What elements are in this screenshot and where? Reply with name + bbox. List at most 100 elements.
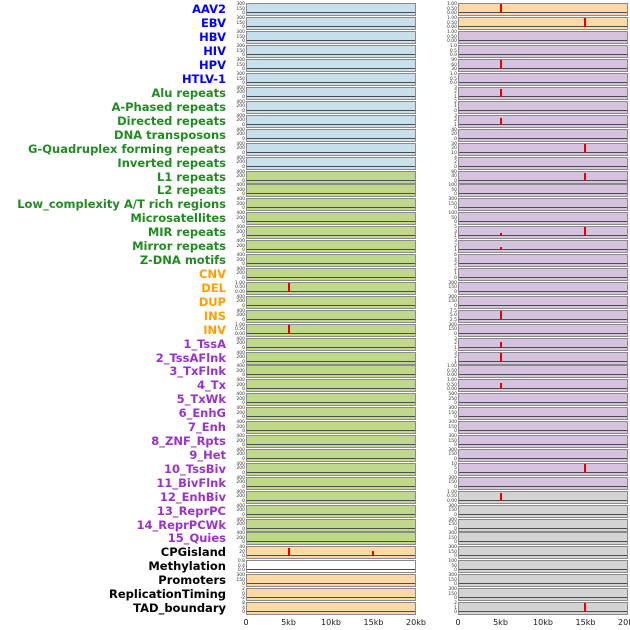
- plot-panel-right-6-enhg: [458, 407, 628, 421]
- y-tick-label: 400: [236, 211, 245, 217]
- row-label-cnv: CNV: [199, 266, 226, 281]
- plot-panel-right-tad-boundary: [458, 602, 628, 616]
- y-tick-label: 0: [242, 192, 245, 198]
- signal-baseline: [247, 388, 415, 390]
- y-tick-label: 400: [236, 113, 245, 119]
- signal-baseline: [459, 597, 627, 599]
- y-tick-label: 1: [454, 271, 457, 277]
- y-tick-label: 400: [236, 364, 245, 370]
- plot-panel-right-cpgisland: [458, 546, 628, 560]
- plot-panel-right-inverted-repeats: [458, 156, 628, 170]
- y-tick-label: 200: [236, 215, 245, 221]
- plot-panel-right-4-tx: [458, 379, 628, 393]
- row-label-dna-transposons: DNA transposons: [114, 127, 226, 142]
- signal-baseline: [459, 276, 627, 278]
- y-axis-ticks-right: 1.00 0.50 0.00: [444, 365, 458, 378]
- row-label-15-quies: 15_Quies: [167, 531, 226, 546]
- row-label-11-bivflnk: 11_BivFlnk: [156, 475, 226, 490]
- plot-panel-left-ins: [246, 309, 416, 323]
- signal-baseline: [247, 402, 415, 404]
- y-axis-ticks-right: 7.5 5.0 2.5: [444, 309, 458, 323]
- row-label-ins: INS: [203, 308, 226, 323]
- plot-panel-left-l1-repeats: [246, 170, 416, 184]
- y-tick-label: 2: [454, 99, 457, 105]
- plot-panel-right-9-het: [458, 448, 628, 462]
- panel-group-right-hiv: 1.0 0.5 0.0: [444, 44, 628, 59]
- y-tick-label: 5: [454, 225, 457, 231]
- panel-group-left-cpgisland: 40 20 0: [232, 546, 416, 560]
- y-tick-label: 200: [236, 522, 245, 528]
- y-axis-ticks-left: 400 200 0: [232, 212, 246, 225]
- y-tick-label: 50: [451, 215, 457, 221]
- y-tick-label: 0: [242, 150, 245, 156]
- panel-group-left-10-tssbiv: 400 200 0: [232, 461, 416, 476]
- y-tick-label: 0: [454, 206, 457, 212]
- row-label-cpgisland: CPGisland: [160, 545, 226, 560]
- x-tick-label: 10kb: [321, 617, 341, 627]
- feature-row-9-het: 9_Het 400 200 0 300 150 0: [2, 448, 630, 463]
- row-label-6-enhg: 6_EnhG: [178, 406, 226, 421]
- y-tick-label: 400: [236, 183, 245, 189]
- feature-row-microsatellites: Microsatellites 400 200 0 100 50 0: [2, 212, 630, 226]
- y-axis-ticks-left: 400 200 0: [232, 476, 246, 490]
- y-tick-label: 400: [236, 420, 245, 426]
- y-tick-label: 0.50: [446, 368, 457, 374]
- signal-baseline: [459, 12, 627, 14]
- y-tick-label: 400: [236, 378, 245, 384]
- row-label-mir-repeats: MIR repeats: [147, 225, 226, 240]
- row-label-14-reprpcwk: 14_ReprPCWk: [136, 517, 226, 532]
- y-axis-ticks-right: 300 150 0: [444, 504, 458, 518]
- y-tick-label: 400: [236, 141, 245, 147]
- panel-group-left-2-tssaflnk: 400 200 0: [232, 351, 416, 365]
- panel-group-right-9-het: 300 150 0: [444, 448, 628, 462]
- y-tick-label: 0.50: [446, 6, 457, 12]
- y-tick-label: 0: [242, 234, 245, 240]
- y-tick-label: 0: [242, 554, 245, 560]
- peak-spike: [500, 342, 502, 348]
- plot-panel-right-hpv: [458, 59, 628, 73]
- signal-baseline: [247, 597, 415, 599]
- peak-spike: [500, 4, 502, 14]
- signal-baseline: [459, 40, 627, 42]
- plot-panel-right-13-reprpc: [458, 504, 628, 518]
- panel-group-right-cpgisland: 300 150 0: [444, 546, 628, 560]
- y-tick-label: 400: [236, 503, 245, 509]
- y-tick-label: 0: [242, 443, 245, 449]
- signal-baseline: [459, 26, 627, 28]
- y-tick-label: 300: [448, 587, 457, 593]
- row-label-htlv-1: HTLV-1: [181, 72, 226, 87]
- panel-group-left-l2-repeats: 400 200 0: [232, 183, 416, 198]
- panel-group-left-del: 1.00 0.50 0.00: [232, 281, 416, 295]
- plot-panel-right-hbv: [458, 31, 628, 45]
- y-tick-label: 1.0: [449, 44, 457, 50]
- y-axis-ticks-left: 400 200 0: [232, 100, 246, 114]
- panel-group-left-low-complexity-a-t-rich-regions: 400 200 0: [232, 198, 416, 212]
- y-axis-ticks-left: 400 200 0: [232, 490, 246, 504]
- y-axis-ticks-left: 400 200 0: [232, 170, 246, 184]
- feature-row-promoters: Promoters 300 150 0 300 150 0: [2, 574, 630, 588]
- row-label-13-reprpc: 13_ReprPC: [156, 503, 226, 518]
- y-tick-label: 1.00: [446, 489, 457, 495]
- y-axis-ticks-right: 300 150 0: [444, 518, 458, 532]
- plot-panel-left-cnv: [246, 267, 416, 281]
- panel-group-right-l1-repeats: 80 40 0: [444, 170, 628, 184]
- plot-panel-left-12-enhbiv: [246, 490, 416, 504]
- plot-panel-left-7-enh: [246, 421, 416, 435]
- y-tick-label: 150: [448, 285, 457, 291]
- plot-panel-left-hbv: [246, 31, 416, 45]
- y-tick-label: 400: [236, 461, 245, 467]
- panel-group-right-dna-transposons: 40 20 0: [444, 128, 628, 142]
- signal-baseline: [247, 40, 415, 42]
- y-axis-ticks-left: 400 200 0: [232, 448, 246, 462]
- y-axis-ticks-left: 400 200 0: [232, 435, 246, 448]
- signal-baseline: [459, 304, 627, 306]
- y-tick-label: 4: [454, 257, 457, 263]
- y-tick-label: 300: [236, 58, 245, 64]
- y-tick-label: 0: [242, 11, 245, 17]
- y-tick-label: 300: [236, 16, 245, 22]
- plot-panel-left-10-tssbiv: [246, 462, 416, 476]
- row-label-tad-boundary: TAD_boundary: [133, 601, 226, 616]
